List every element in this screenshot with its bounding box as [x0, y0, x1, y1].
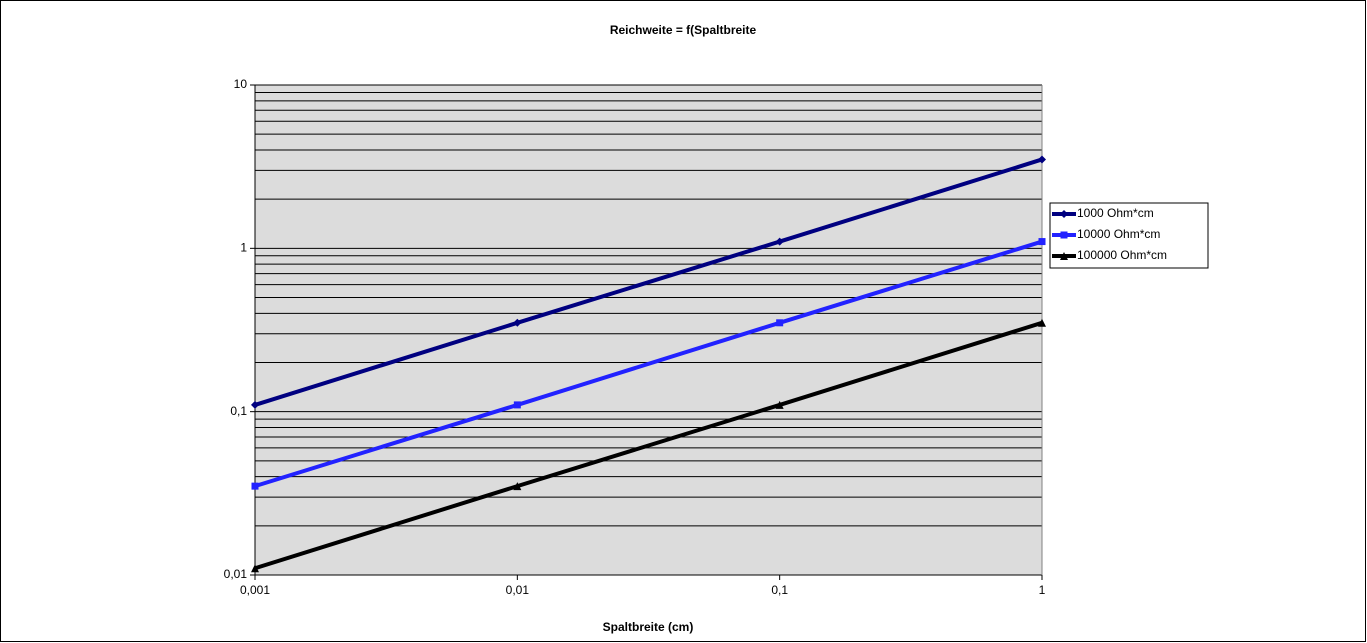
series-line: [254, 239, 1043, 489]
series-line: [254, 320, 1043, 571]
x-tick-label: 1: [1039, 583, 1046, 597]
marker: [513, 482, 522, 491]
marker: [775, 400, 784, 409]
marker: [251, 564, 259, 573]
marker: [513, 401, 521, 409]
x-tick-label: 0,01: [506, 583, 530, 597]
plot-area: [255, 85, 1042, 575]
x-tick-label: 0,1: [771, 583, 788, 597]
series-line: [254, 157, 1043, 407]
marker: [1060, 231, 1068, 239]
y-tick-label: 0,1: [230, 404, 247, 418]
legend-label: 1000 Ohm*cm: [1077, 206, 1154, 220]
marker: [251, 482, 259, 490]
y-tick-label: 0,01: [224, 567, 248, 581]
x-tick-label: 0,001: [240, 583, 270, 597]
x-axis-label: Spaltbreite (cm): [603, 620, 694, 634]
marker: [513, 318, 522, 327]
legend-label: 10000 Ohm*cm: [1077, 227, 1160, 241]
legend-box: [1049, 202, 1209, 269]
marker: [1060, 252, 1068, 260]
y-tick-label: 1: [240, 241, 247, 255]
marker: [1060, 210, 1068, 218]
marker: [776, 319, 784, 327]
marker: [251, 400, 259, 409]
y-tick-label: 10: [234, 77, 248, 91]
marker: [1038, 155, 1046, 164]
marker: [1038, 318, 1046, 327]
marker: [1038, 238, 1046, 246]
chart-title: Reichweite = f(Spaltbreite: [610, 23, 757, 37]
legend-label: 100000 Ohm*cm: [1077, 248, 1167, 262]
marker: [775, 237, 784, 246]
